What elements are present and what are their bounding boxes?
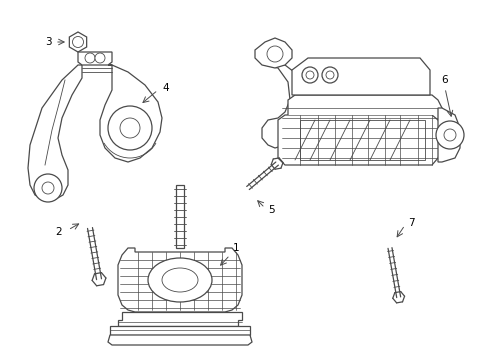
Text: 1: 1 [233, 243, 240, 253]
Polygon shape [100, 65, 162, 162]
Polygon shape [70, 32, 87, 52]
Polygon shape [255, 38, 292, 68]
Circle shape [120, 118, 140, 138]
Polygon shape [300, 120, 425, 160]
Circle shape [108, 106, 152, 150]
Circle shape [42, 182, 54, 194]
Polygon shape [110, 326, 250, 335]
Circle shape [95, 53, 105, 63]
Polygon shape [292, 58, 430, 95]
Polygon shape [108, 335, 252, 345]
Polygon shape [288, 95, 442, 115]
Polygon shape [176, 185, 184, 248]
Text: 6: 6 [441, 75, 448, 85]
Text: 5: 5 [268, 205, 274, 215]
Polygon shape [118, 312, 242, 326]
Polygon shape [262, 65, 310, 148]
Circle shape [34, 174, 62, 202]
Circle shape [73, 36, 83, 48]
Polygon shape [118, 248, 242, 312]
Circle shape [326, 71, 334, 79]
Circle shape [306, 71, 314, 79]
Polygon shape [78, 52, 112, 65]
Circle shape [436, 121, 464, 149]
Text: 3: 3 [46, 37, 52, 47]
Polygon shape [438, 108, 460, 162]
Circle shape [444, 129, 456, 141]
Circle shape [85, 53, 95, 63]
Ellipse shape [162, 268, 198, 292]
Ellipse shape [148, 258, 212, 302]
Circle shape [302, 67, 318, 83]
Text: 2: 2 [55, 227, 62, 237]
Circle shape [267, 46, 283, 62]
Circle shape [322, 67, 338, 83]
Polygon shape [28, 65, 82, 200]
Text: 7: 7 [408, 218, 415, 228]
Text: 4: 4 [162, 83, 169, 93]
Polygon shape [278, 115, 442, 165]
